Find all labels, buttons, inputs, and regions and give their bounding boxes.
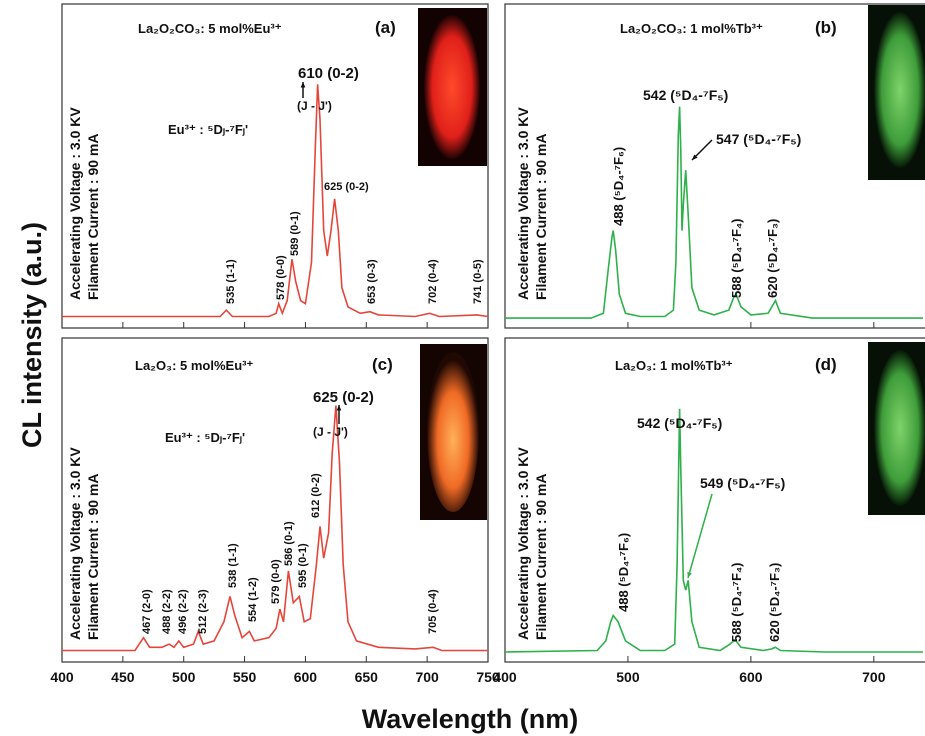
annotation: 542 (⁵D₄-⁷F₅) [643,87,728,103]
side-label: Filament Current : 90 mA [533,474,549,640]
inset-glow [427,352,479,512]
annotation: 488 (⁵D₄-⁷F₆) [611,147,626,226]
x-tick-label: 650 [355,669,379,685]
annotation: (J - J') [313,425,348,439]
annotation: 620 (⁵D₄-⁷F₃) [765,219,780,298]
annotation: 595 (0-1) [297,543,309,588]
spectrum-line [505,106,923,319]
arrow-head [687,572,692,578]
annotation: 547 (⁵D₄-⁷F₅) [716,131,801,147]
annotation: 653 (0-3) [366,259,378,304]
plot-frame [61,337,489,663]
x-tick-label: 750 [476,669,500,685]
annotation: 588 (⁵D₄-⁷F₄) [729,219,744,298]
plot-frame [504,337,925,663]
plot-frame [61,3,489,329]
arrow-head [300,82,306,88]
annotation: 702 (0-4) [427,259,439,304]
annotation: (b) [815,18,837,37]
x-tick-label: 700 [862,669,886,685]
inset-glow [874,12,925,168]
annotation: 542 (⁵D₄-⁷F₅) [637,415,722,431]
arrow [687,493,713,579]
annotation: 625 (0-2) [313,389,374,406]
annotation: 589 (0-1) [289,211,301,256]
x-tick-label: 400 [493,669,517,685]
annotation: 488 (2-2) [161,589,173,634]
arrow-head [692,154,698,160]
side-label: Accelerating Voltage : 3.0 KV [515,107,531,300]
x-axis-title: Wavelength (nm) [362,704,579,734]
plot-frame [504,3,925,329]
annotation: (J - J') [297,99,332,113]
x-tick-label: 700 [415,669,439,685]
annotation: (d) [815,355,837,374]
annotation: 625 (0-2) [324,181,369,193]
x-tick-label: 500 [616,669,640,685]
annotation: (a) [375,18,396,37]
spectrum-line [62,84,489,318]
annotation: 467 (2-0) [141,589,153,634]
x-tick-label: 450 [111,669,135,685]
spectrum-line [504,408,923,653]
annotation: 496 (2-2) [177,589,189,634]
panel-title: La₂O₂CO₃: 1 mol%Tb³⁺ [620,21,763,36]
annotation: 586 (0-1) [283,521,295,566]
annotation: 588 (⁵D₄-⁷F₄) [729,563,744,642]
annotation: 488 (⁵D₄-⁷F₆) [616,533,631,612]
inset-glow [424,15,480,159]
annotation: 620 (⁵D₄-⁷F₃) [767,563,782,642]
y-axis-title: CL intensity (a.u.) [17,222,47,448]
panel-title: La₂O₃: 1 mol%Tb³⁺ [615,358,733,373]
annotation: 549 (⁵D₄-⁷F₅) [700,475,785,491]
inset-glow [874,350,925,506]
panel-title: La₂O₃: 5 mol%Eu³⁺ [135,358,253,373]
x-tick-label: 500 [172,669,196,685]
annotation: Eu³⁺ : ⁵Dⱼ-⁷Fⱼ' [168,122,248,137]
annotation: 741 (0-5) [472,259,484,304]
side-label: Filament Current : 90 mA [85,474,101,640]
annotation: 578 (0-0) [275,255,287,300]
arrow-head [336,405,342,411]
annotation: 554 (1-2) [247,577,259,622]
side-label: Filament Current : 90 mA [85,134,101,300]
side-label: Accelerating Voltage : 3.0 KV [515,447,531,640]
insets [418,5,925,520]
annotation: 612 (0-2) [310,473,322,518]
annotation: 512 (2-3) [197,589,209,634]
annotation: Eu³⁺ : ⁵Dⱼ-⁷Fⱼ' [165,430,245,445]
annotation: 610 (0-2) [298,65,359,82]
x-tick-label: 400 [50,669,74,685]
annotation: 535 (1-1) [225,259,237,304]
side-label: Accelerating Voltage : 3.0 KV [67,447,83,640]
annotation: (c) [372,355,393,374]
annotation: 705 (0-4) [427,589,439,634]
side-label: Filament Current : 90 mA [533,134,549,300]
spectrum-line [62,405,488,652]
side-label: Accelerating Voltage : 3.0 KV [67,107,83,300]
x-tick-label: 600 [294,669,318,685]
annotation: 538 (1-1) [227,543,239,588]
x-tick-label: 550 [233,669,257,685]
x-tick-label: 600 [739,669,763,685]
panel-title: La₂O₂CO₃: 5 mol%Eu³⁺ [138,21,282,36]
annotation: 579 (0-0) [270,559,282,604]
